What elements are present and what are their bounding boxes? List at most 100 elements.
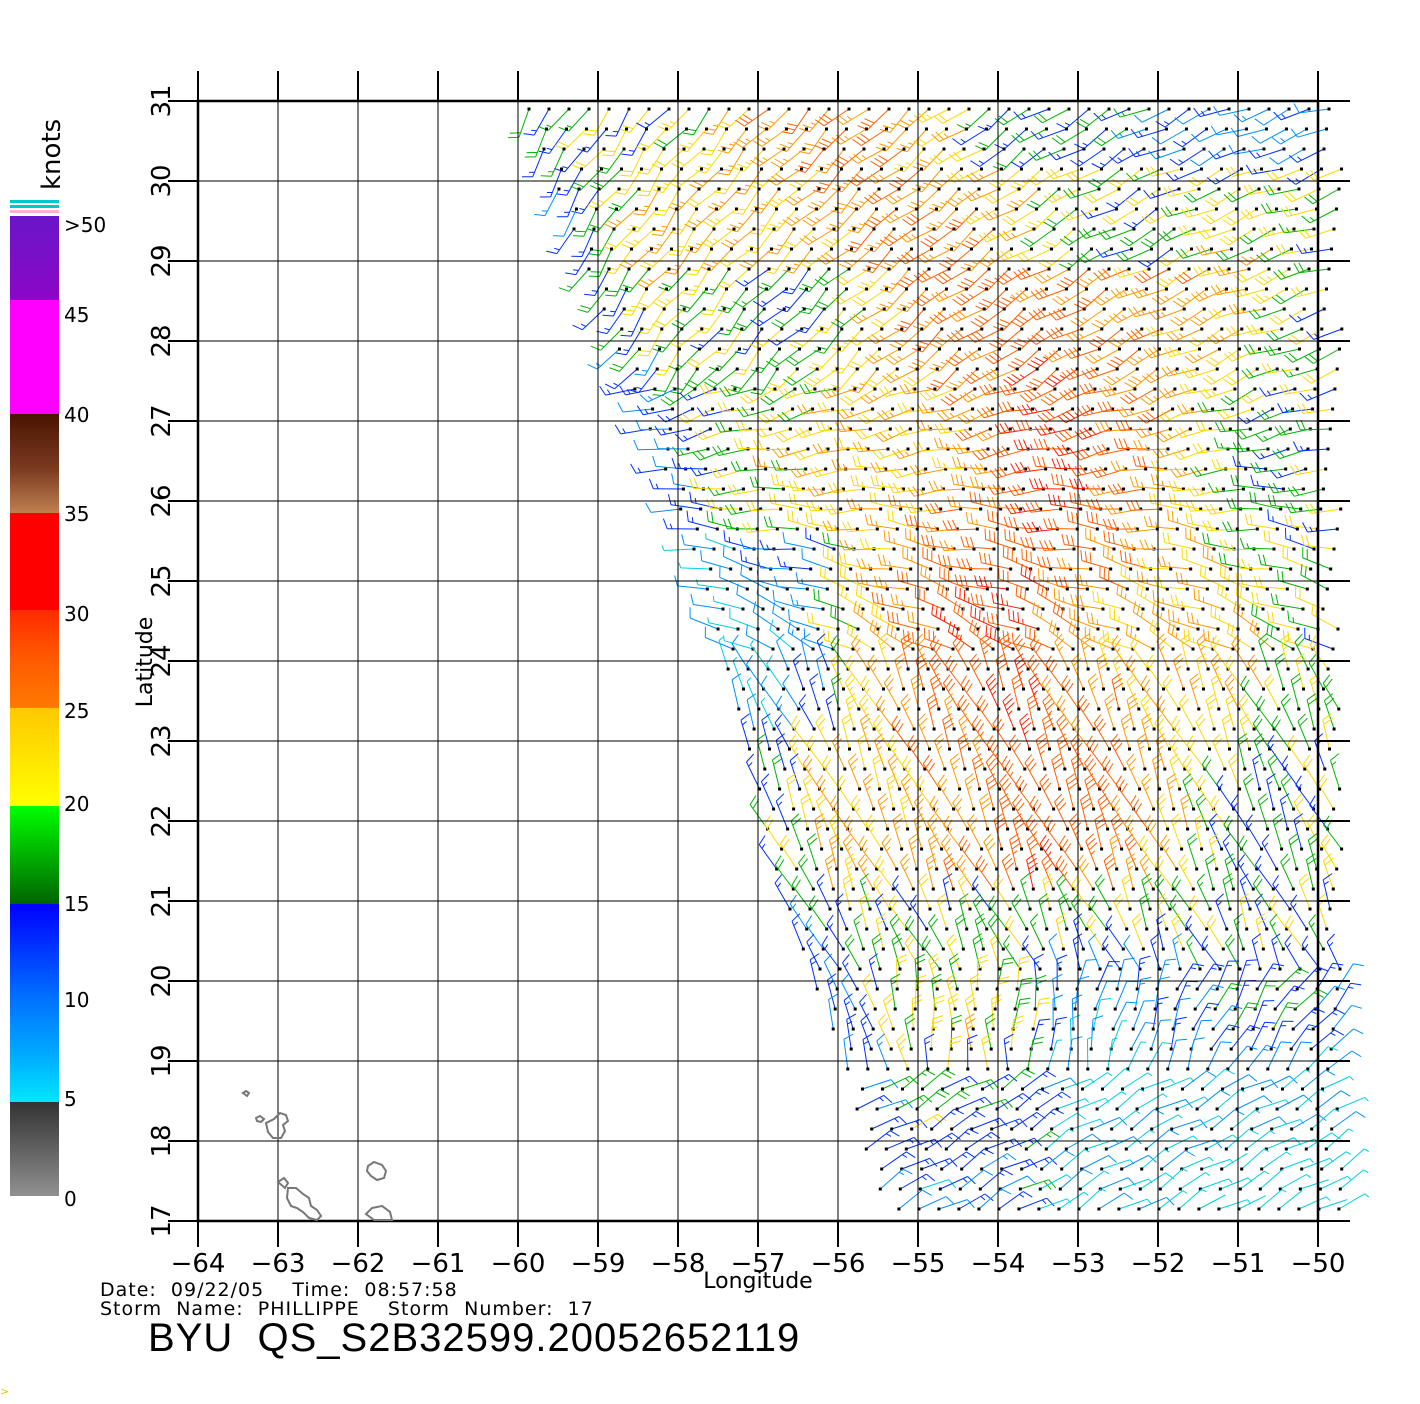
wind-barb (1211, 285, 1248, 295)
wind-barb (1146, 166, 1183, 176)
wind-barb (646, 503, 683, 512)
wind-barb (1055, 428, 1092, 442)
wind-barb (900, 854, 914, 891)
wind-barb (999, 1176, 1036, 1191)
wind-barb (890, 1120, 927, 1131)
wind-barb (832, 674, 842, 711)
wind-barb (848, 168, 883, 186)
wind-barb (1103, 546, 1132, 571)
wind-barb (1069, 814, 1083, 851)
wind-barb (687, 511, 719, 531)
wind-barb (1034, 268, 1070, 284)
wind-barb (925, 1133, 961, 1150)
wind-barb (837, 408, 874, 419)
wind-barb (1317, 1200, 1347, 1211)
wind-barb (1196, 1090, 1230, 1110)
wind-barb (843, 834, 858, 870)
wind-barb (872, 934, 882, 971)
wind-barb (945, 1129, 979, 1151)
wind-barb (1081, 550, 1112, 571)
wind-barb (1072, 895, 1089, 931)
legend-tick-label: 10 (64, 988, 89, 1012)
wind-barb (1052, 995, 1063, 1031)
wind-barb (741, 714, 751, 751)
wind-barb (887, 774, 897, 811)
wind-barb (1150, 1115, 1182, 1131)
wind-barb (708, 487, 745, 496)
wind-barb (910, 465, 947, 475)
wind-barb (668, 494, 702, 510)
wind-barb (1246, 815, 1263, 851)
wind-barb (913, 441, 949, 451)
longitude-tick-label: −51 (1211, 1249, 1266, 1279)
wind-barb (860, 894, 870, 931)
wind-barb (815, 814, 825, 851)
wind-barb (842, 714, 852, 751)
wind-barb (973, 754, 984, 791)
wind-barb (1190, 1116, 1222, 1131)
wind-barb (758, 108, 791, 131)
wind-barb (1053, 445, 1090, 456)
wind-barb (1085, 348, 1121, 364)
wind-barb (1127, 674, 1140, 711)
wind-barb (773, 754, 783, 791)
legend-tick-label: 20 (64, 792, 89, 816)
y-axis-label: Latitude (133, 617, 158, 708)
legend-color-segment (10, 708, 59, 806)
wind-barb (1130, 796, 1149, 831)
wind-barb (605, 268, 630, 297)
legend-color-segment (10, 1102, 59, 1196)
wind-barb (957, 268, 990, 290)
wind-barb (965, 774, 975, 811)
wind-barb (1294, 814, 1303, 851)
lat-lon-grid (168, 71, 1350, 1247)
wind-barb (1236, 960, 1258, 991)
wind-barb (750, 148, 785, 167)
wind-barb (1261, 1076, 1297, 1091)
wind-barb (922, 535, 956, 551)
longitude-tick-label: −59 (571, 1249, 626, 1279)
wind-barb (1240, 714, 1251, 751)
wind-barb (1301, 564, 1329, 590)
wind-barb (1190, 674, 1200, 711)
wind-barb (1106, 1038, 1117, 1070)
wind-barb (1161, 835, 1179, 871)
wind-barb (783, 208, 818, 226)
wind-barb (1307, 694, 1317, 731)
wind-barb (925, 1034, 935, 1070)
wind-barb (736, 420, 772, 430)
wind-barb (747, 754, 762, 791)
wind-barb (1280, 1159, 1313, 1171)
wind-barb (1130, 476, 1165, 490)
wind-barb (1173, 654, 1185, 691)
wind-barb (654, 439, 689, 451)
wind-barb (943, 520, 979, 530)
wind-barb (1127, 754, 1141, 791)
wind-barb (757, 734, 766, 771)
wind-barb (787, 774, 797, 811)
wind-barb (652, 308, 686, 329)
wind-barb (927, 368, 959, 392)
wind-barb (1017, 248, 1054, 262)
wind-barb (817, 634, 829, 671)
wind-barb (1278, 570, 1309, 591)
wind-barb (1077, 855, 1095, 891)
wind-barb (1105, 694, 1116, 731)
wind-barb (896, 1095, 932, 1110)
wind-barb (1142, 774, 1156, 811)
wind-barb (1223, 208, 1258, 226)
wind-barb (1144, 347, 1181, 358)
wind-barb (973, 734, 987, 771)
wind-barb (823, 521, 859, 531)
wind-barb (1088, 674, 1100, 711)
wind-barb (1114, 438, 1149, 450)
wind-barb (1114, 108, 1151, 118)
wind-barb (1126, 168, 1163, 181)
wind-barb (1255, 268, 1291, 286)
wind-barb (1253, 754, 1262, 791)
legend-color-segment (10, 904, 59, 1060)
wind-barb (1097, 654, 1108, 691)
wind-barb (994, 875, 1012, 911)
longitude-tick-label: −63 (251, 1249, 306, 1279)
wind-barb (1023, 936, 1042, 971)
